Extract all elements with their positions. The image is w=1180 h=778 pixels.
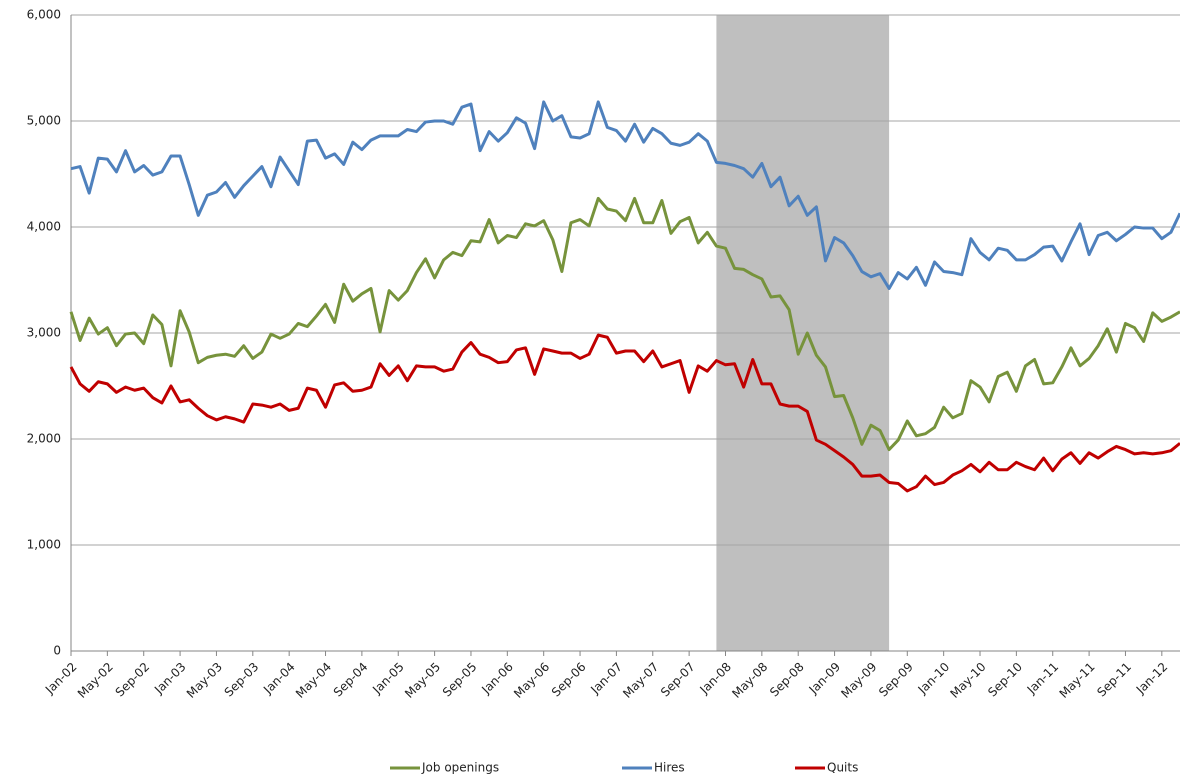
x-tick-label: May-08: [729, 660, 770, 701]
x-tick-label: Sep-11: [1094, 660, 1134, 700]
legend-label: Job openings: [421, 761, 499, 775]
x-tick-label: May-09: [838, 660, 879, 701]
x-tick-label: Jan-12: [1133, 660, 1171, 698]
y-tick-label: 6,000: [27, 8, 61, 22]
x-tick-label: Jan-04: [260, 660, 298, 698]
x-tick-label: Jan-11: [1024, 660, 1062, 698]
x-tick-label: Jan-03: [151, 660, 189, 698]
x-tick-label: Sep-07: [658, 660, 698, 700]
x-tick-label: May-05: [402, 660, 443, 701]
x-tick-label: Jan-10: [915, 660, 953, 698]
legend-label: Quits: [827, 761, 858, 775]
x-tick-label: Sep-03: [222, 660, 262, 700]
series-line: [69, 196, 1180, 452]
x-tick-label: May-07: [620, 660, 661, 701]
x-tick-label: Jan-09: [806, 660, 844, 698]
x-tick-label: May-10: [947, 660, 988, 701]
legend-label: Hires: [654, 761, 685, 775]
y-tick-label: 1,000: [27, 538, 61, 552]
series-line: [70, 100, 1180, 290]
x-tick-label: May-02: [75, 660, 116, 701]
x-tick-label: May-04: [293, 660, 334, 701]
y-tick-label: 0: [53, 644, 61, 658]
y-tick-label: 2,000: [27, 432, 61, 446]
x-tick-label: Sep-08: [767, 660, 807, 700]
x-tick-label: Jan-02: [42, 660, 80, 698]
x-tick-label: Sep-09: [876, 660, 916, 700]
x-tick-label: Sep-06: [549, 660, 589, 700]
x-tick-label: May-06: [511, 660, 552, 701]
x-tick-label: Sep-05: [440, 660, 480, 700]
series-line: [69, 333, 1180, 493]
x-tick-label: Jan-06: [478, 660, 516, 698]
y-tick-label: 4,000: [27, 220, 61, 234]
y-tick-label: 3,000: [27, 326, 61, 340]
x-tick-label: Jan-08: [697, 660, 735, 698]
x-tick-label: Sep-02: [113, 660, 153, 700]
x-tick-label: May-03: [184, 660, 225, 701]
y-tick-label: 5,000: [27, 114, 61, 128]
x-tick-label: May-11: [1057, 660, 1098, 701]
x-tick-label: Jan-07: [587, 660, 625, 698]
x-tick-label: Jan-05: [369, 660, 407, 698]
x-tick-label: Sep-10: [985, 660, 1025, 700]
x-tick-label: Sep-04: [331, 660, 371, 700]
